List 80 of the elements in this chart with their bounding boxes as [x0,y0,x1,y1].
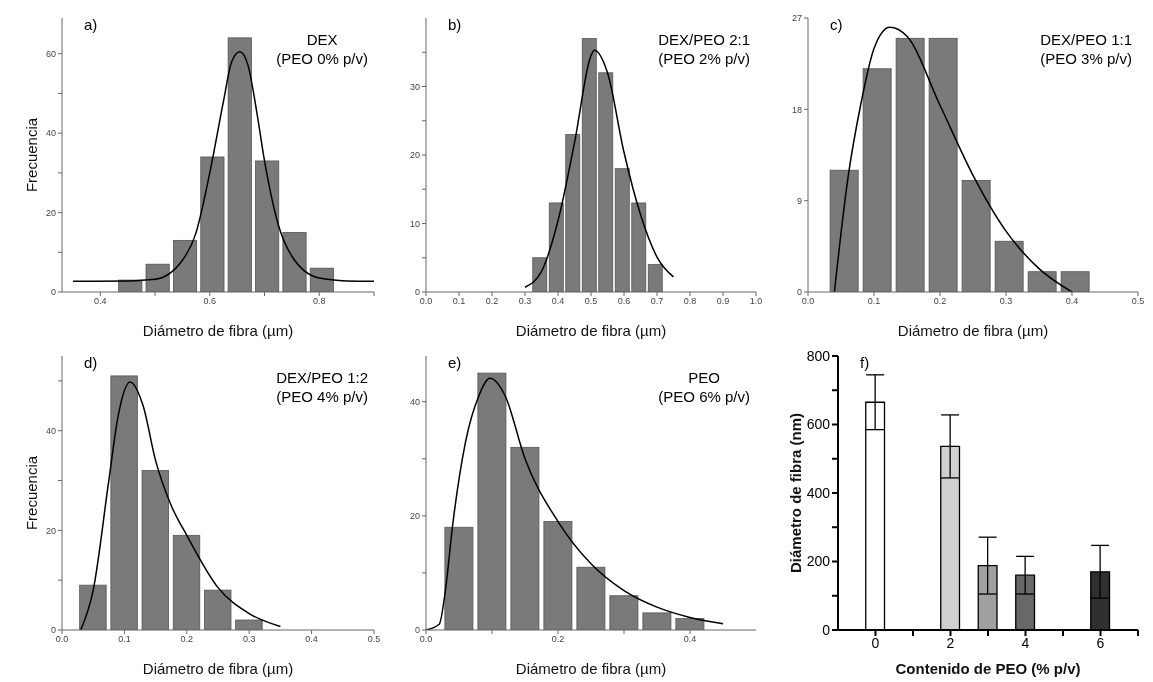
x-tick-label: 0.0 [55,634,69,645]
x-tick-label: 0.4 [94,296,107,307]
y-tick-label: 40 [45,425,56,436]
annotation: (PEO 4% p/v) [276,387,368,406]
x-tick-label: 0.2 [485,296,499,307]
x-axis-title: Contenido de PEO (% p/v) [895,660,1081,677]
x-tick-label: 1.0 [749,296,763,307]
x-tick-label: 0.0 [801,296,815,307]
x-tick-label: 6 [1096,634,1105,651]
annotation: (PEO 6% p/v) [658,387,750,406]
x-tick-label: 0.2 [180,634,194,645]
y-tick-label: 18 [791,104,802,115]
x-tick-label: 0.1 [452,296,466,307]
x-tick-label: 0.4 [551,296,565,307]
x-tick-label: 0.3 [242,634,256,645]
x-tick-label: 0.4 [683,634,697,645]
x-tick-label: 0.1 [867,296,881,307]
annotation: (PEO 2% p/v) [658,49,750,68]
x-axis-title: Diámetro de fibra (µm) [515,660,667,677]
annotation: f) [860,354,870,371]
annotation: DEX [305,30,339,49]
x-tick-label: 0.2 [933,296,947,307]
x-tick-label: 0.9 [716,296,730,307]
x-tick-label: 0.5 [584,296,598,307]
y-axis-title: Frecuencia [23,455,41,531]
y-tick-label: 200 [806,553,831,570]
annotation: DEX/PEO 2:1 [658,30,750,49]
y-tick-label: 0 [50,625,56,636]
x-tick-label: 0.0 [419,296,433,307]
y-tick-label: 0 [50,287,56,298]
y-tick-label: 0 [414,287,420,298]
y-tick-label: 40 [45,128,56,139]
x-tick-label: 2 [946,634,955,651]
x-tick-label: 0.6 [617,296,631,307]
y-tick-label: 9 [796,195,802,206]
y-tick-label: 20 [409,511,420,522]
y-axis-title: Frecuencia [23,117,41,193]
annotation: c) [830,16,843,33]
y-tick-label: 40 [409,396,420,407]
y-tick-label: 20 [45,207,56,218]
annotation: d) [84,354,98,371]
x-tick-label: 0.8 [683,296,697,307]
x-tick-label: 0 [871,634,880,651]
annotation: b) [448,16,462,33]
x-tick-label: 0.6 [203,296,217,307]
annotation: e) [448,354,462,371]
x-tick-label: 0.4 [305,634,318,645]
x-tick-label: 0.4 [1065,296,1079,307]
x-axis-title: Diámetro de fibra (µm) [142,322,294,339]
x-tick-label: 0.1 [118,634,131,645]
x-tick-label: 0.5 [1131,296,1145,307]
y-tick-label: 600 [806,416,831,433]
y-tick-label: 27 [791,13,802,24]
x-tick-label: 0.2 [551,634,565,645]
x-tick-label: 0.3 [999,296,1013,307]
y-tick-label: 20 [45,525,56,536]
x-tick-label: 0.3 [518,296,532,307]
x-tick-label: 0.8 [313,296,326,307]
annotation: (PEO 3% p/v) [1040,49,1132,68]
y-axis-title: Diámetro de fibra (nm) [787,412,805,574]
x-tick-label: 0.0 [419,634,433,645]
y-tick-label: 800 [806,347,831,364]
x-tick-label: 4 [1021,634,1030,651]
annotation: DEX/PEO 1:2 [276,368,368,387]
annotation: PEO [687,368,721,387]
y-tick-label: 0 [414,625,420,636]
x-axis-title: Diámetro de fibra (µm) [142,660,294,677]
y-tick-label: 0 [796,287,802,298]
x-tick-label: 0.7 [650,296,664,307]
y-tick-label: 400 [806,484,831,501]
y-tick-label: 20 [409,150,420,161]
x-axis-title: Diámetro de fibra (µm) [515,322,667,339]
annotation: DEX/PEO 1:1 [1040,30,1132,49]
annotation: (PEO 0% p/v) [276,49,368,68]
x-axis-title: Diámetro de fibra (µm) [897,322,1049,339]
y-tick-label: 10 [409,218,420,229]
x-tick-label: 0.5 [367,634,381,645]
annotation: a) [84,16,98,33]
y-tick-label: 60 [45,48,56,59]
y-tick-label: 30 [409,81,420,92]
